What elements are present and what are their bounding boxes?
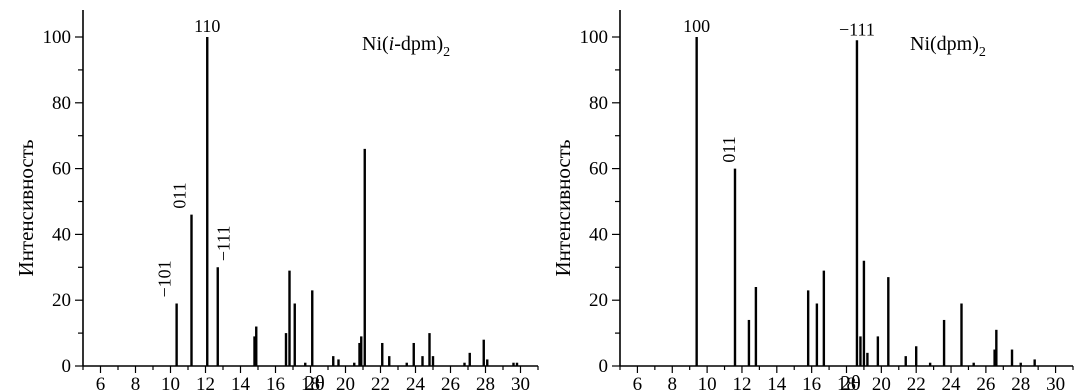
x-tick-label: 30: [511, 374, 530, 392]
x-tick-label: 10: [698, 374, 717, 392]
x-tick-label: 30: [1046, 374, 1065, 392]
peak-label: −111: [214, 225, 234, 261]
peak-label: 011: [170, 182, 190, 208]
chart-right-panel: 6 8 10 12 14 16 18 20 22 24 26 28 30 0 20 40 60 80 100 2θ Ин…: [551, 10, 1074, 392]
x-tick-label: 10: [161, 374, 180, 392]
peak-label: −111: [839, 19, 875, 39]
x-tick-label: 28: [1011, 374, 1030, 392]
x-tick-label: 12: [732, 374, 751, 392]
x-tick-label: 26: [976, 374, 995, 392]
x-tick-label: 14: [231, 374, 251, 392]
y-tick-label: 20: [589, 290, 608, 311]
chart-left-panel: 6 8 10 12 14 16 18 20 22 24 26 28 30 0 20 40 60 80 100 2θ Ин…: [14, 10, 539, 392]
x-tick-label: 22: [371, 374, 390, 392]
x-tick-label: 18: [301, 374, 320, 392]
y-tick-label: 60: [589, 159, 608, 180]
x-tick-label: 22: [907, 374, 926, 392]
y-tick-label: 100: [580, 27, 609, 48]
x-tick-label: 8: [131, 374, 141, 392]
y-axis-title: Интенсивность: [551, 140, 575, 277]
x-tick-label: 20: [336, 374, 355, 392]
y-tick-label: 20: [52, 290, 71, 311]
x-axis-title: 2θ: [304, 371, 325, 392]
y-tick-label: 80: [52, 93, 71, 114]
x-tick-label: 6: [96, 374, 106, 392]
peak-label: 100: [683, 16, 710, 36]
x-tick-label: 28: [476, 374, 495, 392]
compound-label: Ni(i-dpm)2: [362, 33, 450, 60]
x-tick-label: 18: [837, 374, 856, 392]
y-tick-label: 80: [589, 93, 608, 114]
y-tick-label: 60: [52, 159, 71, 180]
x-tick-label: 12: [196, 374, 215, 392]
x-tick-label: 16: [266, 374, 285, 392]
y-tick-label: 40: [589, 224, 608, 245]
y-tick-label: 0: [62, 356, 72, 377]
y-tick-label: 100: [43, 27, 72, 48]
y-tick-label: 0: [599, 356, 609, 377]
y-axis-title: Интенсивность: [14, 140, 38, 277]
x-tick-label: 26: [441, 374, 460, 392]
x-tick-label: 16: [802, 374, 821, 392]
x-tick-label: 20: [872, 374, 891, 392]
x-tick-label: 6: [633, 374, 643, 392]
y-tick-label: 40: [52, 224, 71, 245]
x-tick-label: 14: [767, 374, 787, 392]
x-tick-label: 8: [668, 374, 678, 392]
compound-label: Ni(dpm)2: [910, 33, 986, 60]
x-axis-title: 2θ: [840, 371, 861, 392]
peak-label: 110: [194, 16, 220, 36]
x-tick-label: 24: [942, 374, 962, 392]
peak-label: −101: [155, 260, 175, 297]
peak-label: 011: [719, 136, 739, 162]
x-tick-label: 24: [406, 374, 426, 392]
